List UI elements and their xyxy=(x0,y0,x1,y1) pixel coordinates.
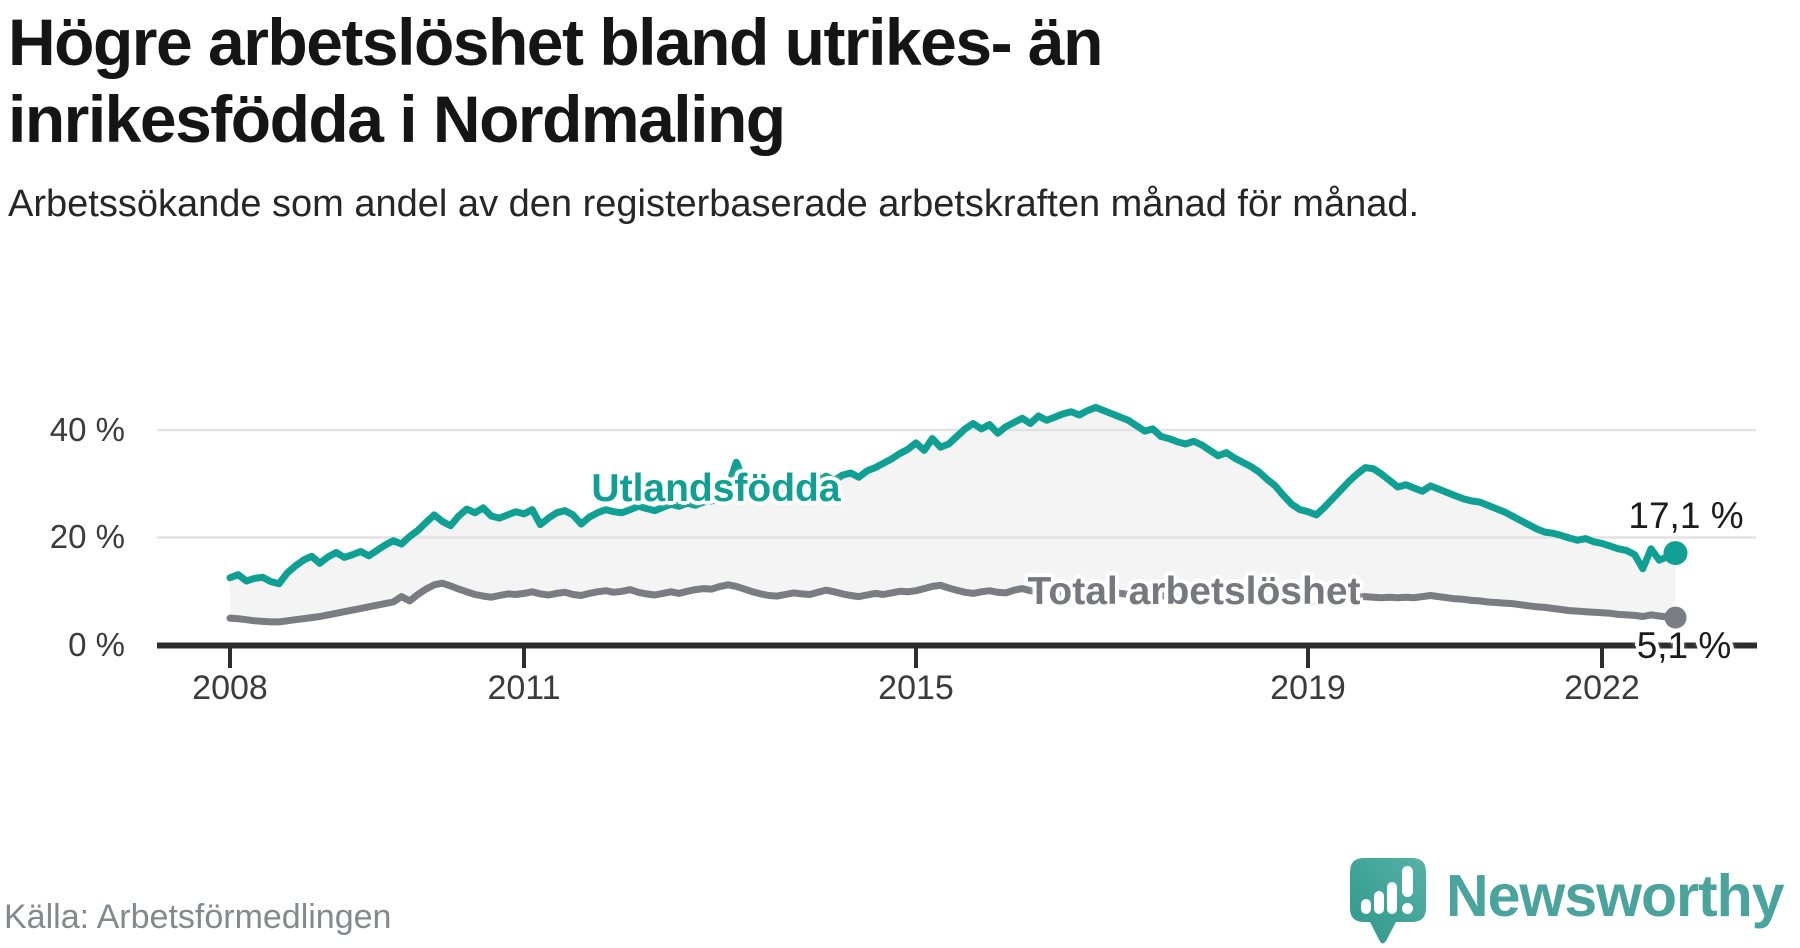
end-value-utlandsfodda: 17,1 % xyxy=(1628,495,1744,536)
x-axis-tick-2022: 2022 xyxy=(1564,669,1640,707)
series-label-utlandsfodda: Utlandsfödda xyxy=(591,467,841,510)
y-axis-tick-40: 40 % xyxy=(49,411,125,448)
y-axis-tick-0: 0 % xyxy=(68,626,125,663)
source-note: Källa: Arbetsförmedlingen xyxy=(4,898,392,936)
chart-title: Högre arbetslöshet bland utrikes- än inr… xyxy=(8,5,1103,157)
chart-subtitle: Arbetssökande som andel av den registerb… xyxy=(8,183,1420,225)
newsworthy-wordmark: Newsworthy xyxy=(1446,863,1785,929)
x-axis-tick-2008: 2008 xyxy=(192,669,268,707)
end-value-total: 5,1 % xyxy=(1636,625,1732,666)
y-axis-tick-20: 20 % xyxy=(49,518,125,555)
newsworthy-logo: Newsworthy xyxy=(1346,856,1800,948)
bar-chart-glyph xyxy=(1361,866,1413,914)
exclamation-dot xyxy=(1402,903,1413,914)
newsworthy-logo-icon xyxy=(1350,858,1426,944)
x-axis-tick-2015: 2015 xyxy=(878,669,954,707)
x-axis-tick-2019: 2019 xyxy=(1270,669,1346,707)
exclamation-bar xyxy=(1402,866,1413,897)
series-label-total: Total arbetslöshet xyxy=(1027,570,1361,613)
x-axis-tick-2011: 2011 xyxy=(487,669,561,707)
